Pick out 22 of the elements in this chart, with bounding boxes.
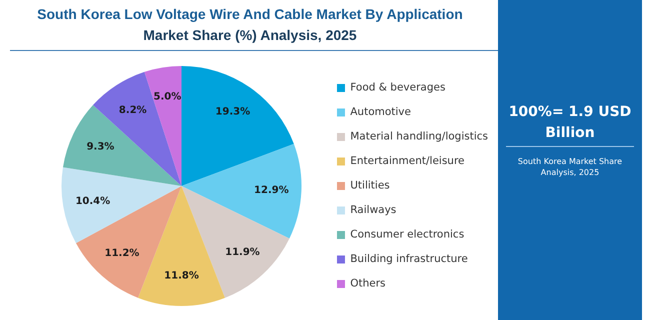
- data-label: 9.3%: [86, 142, 114, 153]
- data-label: 5.0%: [154, 92, 182, 103]
- chart-title: South Korea Low Voltage Wire And Cable Market By Application: [36, 5, 464, 24]
- text: 100%= 1.9 USD Billion: [508, 103, 632, 143]
- data-label: 8.2%: [118, 104, 147, 116]
- data-label: 11.8%: [164, 270, 199, 282]
- data-label: 12.9%: [254, 184, 289, 196]
- text: South Korea Market Share Analysis, 2025: [516, 156, 624, 178]
- data-label: 11.9%: [225, 246, 260, 258]
- legend-label: Utilities: [350, 180, 390, 192]
- legend-label: Entertainment/leisure: [350, 155, 465, 168]
- chart-subtitle: Market Share (%) Analysis, 2025: [142, 26, 358, 45]
- legend-label: Material handling/logistics: [350, 130, 488, 143]
- data-label: 11.2%: [104, 248, 140, 260]
- data-label: 10.4%: [75, 196, 110, 207]
- legend-label: Others: [350, 278, 386, 290]
- legend-label: Railways: [350, 204, 396, 216]
- legend-label: Automotive: [350, 106, 411, 118]
- legend-label: Building infrastructure: [350, 253, 468, 266]
- data-label: 19.3%: [215, 106, 250, 118]
- legend-label: Food & beverages: [350, 82, 446, 94]
- legend-label: Consumer electronics: [350, 228, 464, 241]
